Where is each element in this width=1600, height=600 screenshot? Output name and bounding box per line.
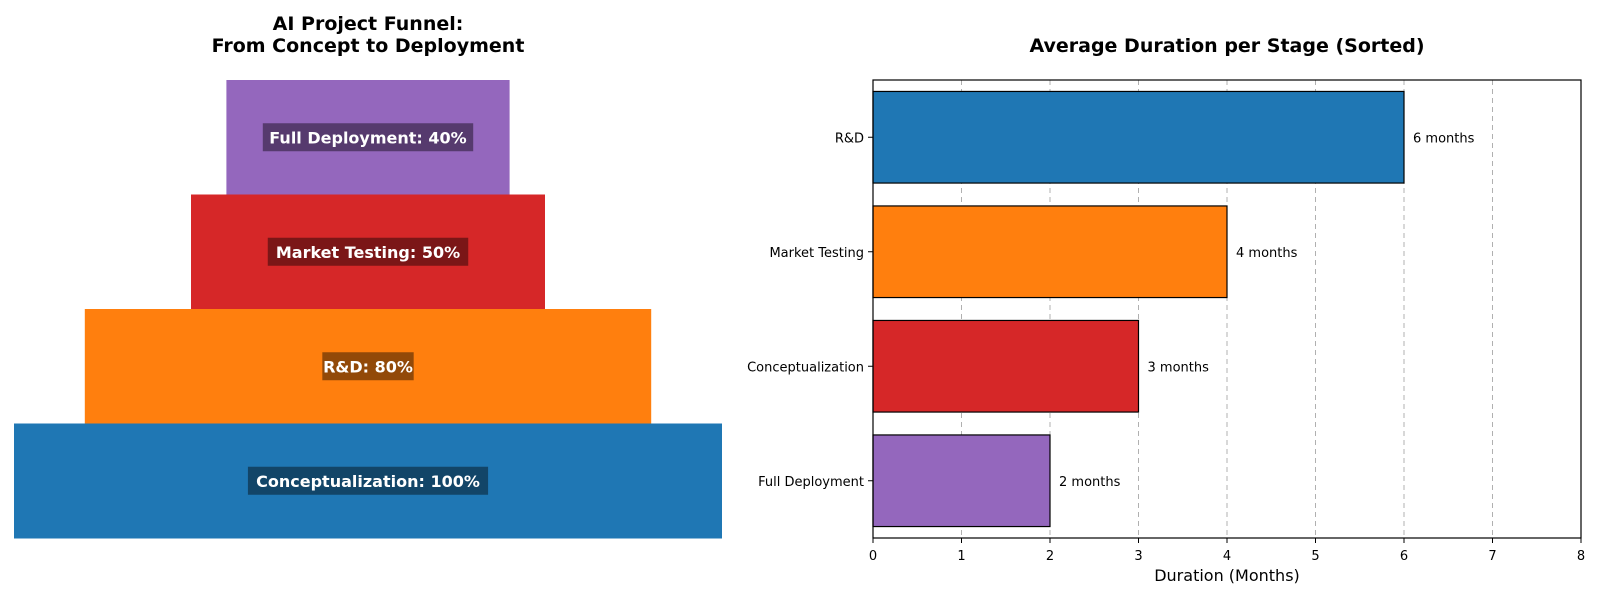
funnel-stage-full-deployment-label-box bbox=[262, 123, 474, 152]
x-tick-label: 6 bbox=[1400, 549, 1408, 564]
duration-bars: 6 months 4 months 3 months 2 months bbox=[872, 90, 1475, 528]
funnel-stage-market-testing-label-box bbox=[267, 237, 469, 266]
y-tick-label-full-deployment: Full Deployment bbox=[758, 475, 864, 490]
bar-chart-title: Average Duration per Stage (Sorted) bbox=[1029, 35, 1424, 57]
y-tick-label-market-testing: Market Testing bbox=[769, 246, 864, 261]
funnel-chart: AI Project Funnel: From Concept to Deplo… bbox=[14, 13, 722, 539]
bar-conceptualization bbox=[872, 319, 1140, 413]
funnel-title-line-2: From Concept to Deployment bbox=[212, 35, 525, 57]
bar-market-testing-value-label: 4 months bbox=[1236, 246, 1298, 261]
x-tick-label: 1 bbox=[957, 549, 965, 564]
x-tick-label: 4 bbox=[1223, 549, 1231, 564]
funnel-title-line-1: AI Project Funnel: bbox=[273, 13, 464, 35]
x-axis-label: Duration (Months) bbox=[1154, 566, 1300, 585]
bar-full-deployment bbox=[872, 434, 1051, 528]
bar-full-deployment-value-label: 2 months bbox=[1059, 475, 1121, 490]
bar-conceptualization-value-label: 3 months bbox=[1148, 360, 1210, 375]
funnel-stage-conceptualization-label: Conceptualization: 100% bbox=[256, 472, 480, 491]
funnel-stages: Full Deployment: 40% Market Testing: 50% R… bbox=[14, 80, 722, 539]
x-tick-label: 3 bbox=[1134, 549, 1142, 564]
funnel-stage-conceptualization-label-box bbox=[247, 466, 489, 495]
x-tick-label: 7 bbox=[1488, 549, 1496, 564]
bar-market-testing bbox=[872, 205, 1228, 299]
funnel-stage-market-testing-label: Market Testing: 50% bbox=[276, 243, 460, 262]
bar-r-d bbox=[872, 90, 1405, 184]
duration-bar-chart: Average Duration per Stage (Sorted) 6 mo… bbox=[747, 35, 1585, 585]
y-tick-label-r-d: R&D bbox=[835, 131, 864, 146]
x-tick-label: 5 bbox=[1311, 549, 1319, 564]
x-tick-label: 2 bbox=[1046, 549, 1054, 564]
y-axis-ticks: R&D Market Testing Conceptualization Full D… bbox=[747, 131, 873, 490]
y-tick-label-conceptualization: Conceptualization bbox=[747, 360, 864, 375]
funnel-stage-r-d-label: R&D: 80% bbox=[323, 357, 413, 376]
x-tick-label: 0 bbox=[869, 549, 877, 564]
x-tick-label: 8 bbox=[1577, 549, 1585, 564]
bar-r-d-value-label: 6 months bbox=[1413, 131, 1475, 146]
x-axis-ticks: 0 1 2 3 4 5 6 7 8 bbox=[869, 538, 1585, 564]
funnel-stage-full-deployment-label: Full Deployment: 40% bbox=[269, 128, 466, 147]
funnel-stage-r-d-label-box bbox=[322, 352, 414, 381]
